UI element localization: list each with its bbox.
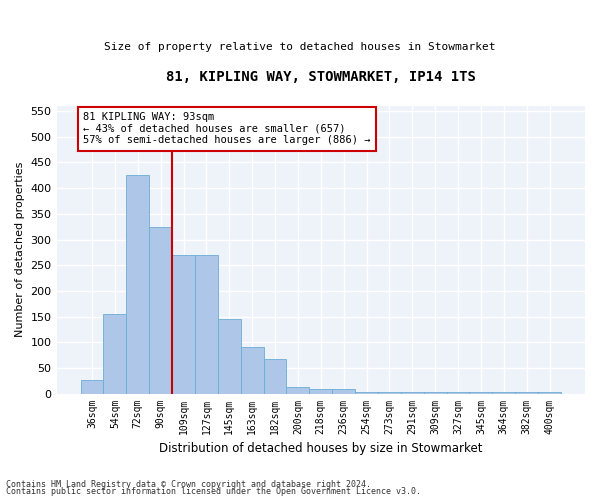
Bar (469, 392, 493, 394)
Bar (172, 255, 195, 394)
Bar (286, 388, 310, 394)
Bar (332, 389, 355, 394)
Bar (149, 226, 172, 394)
Bar (241, 348, 263, 394)
Text: Contains public sector information licensed under the Open Government Licence v3: Contains public sector information licen… (6, 487, 421, 496)
Bar (310, 389, 332, 394)
Bar (446, 392, 469, 394)
Title: 81, KIPLING WAY, STOWMARKET, IP14 1TS: 81, KIPLING WAY, STOWMARKET, IP14 1TS (166, 70, 476, 84)
Y-axis label: Number of detached properties: Number of detached properties (15, 162, 25, 338)
Bar (263, 358, 286, 394)
Bar (493, 392, 515, 394)
Bar (378, 392, 401, 394)
Bar (127, 176, 149, 394)
Bar (538, 392, 561, 394)
Bar (80, 380, 103, 394)
Bar (103, 314, 127, 394)
Bar (424, 392, 446, 394)
Bar (218, 319, 241, 394)
X-axis label: Distribution of detached houses by size in Stowmarket: Distribution of detached houses by size … (159, 442, 482, 455)
Text: 81 KIPLING WAY: 93sqm
← 43% of detached houses are smaller (657)
57% of semi-det: 81 KIPLING WAY: 93sqm ← 43% of detached … (83, 112, 370, 146)
Bar (515, 392, 538, 394)
Bar (355, 392, 378, 394)
Bar (195, 255, 218, 394)
Text: Contains HM Land Registry data © Crown copyright and database right 2024.: Contains HM Land Registry data © Crown c… (6, 480, 371, 489)
Bar (401, 392, 424, 394)
Text: Size of property relative to detached houses in Stowmarket: Size of property relative to detached ho… (104, 42, 496, 52)
